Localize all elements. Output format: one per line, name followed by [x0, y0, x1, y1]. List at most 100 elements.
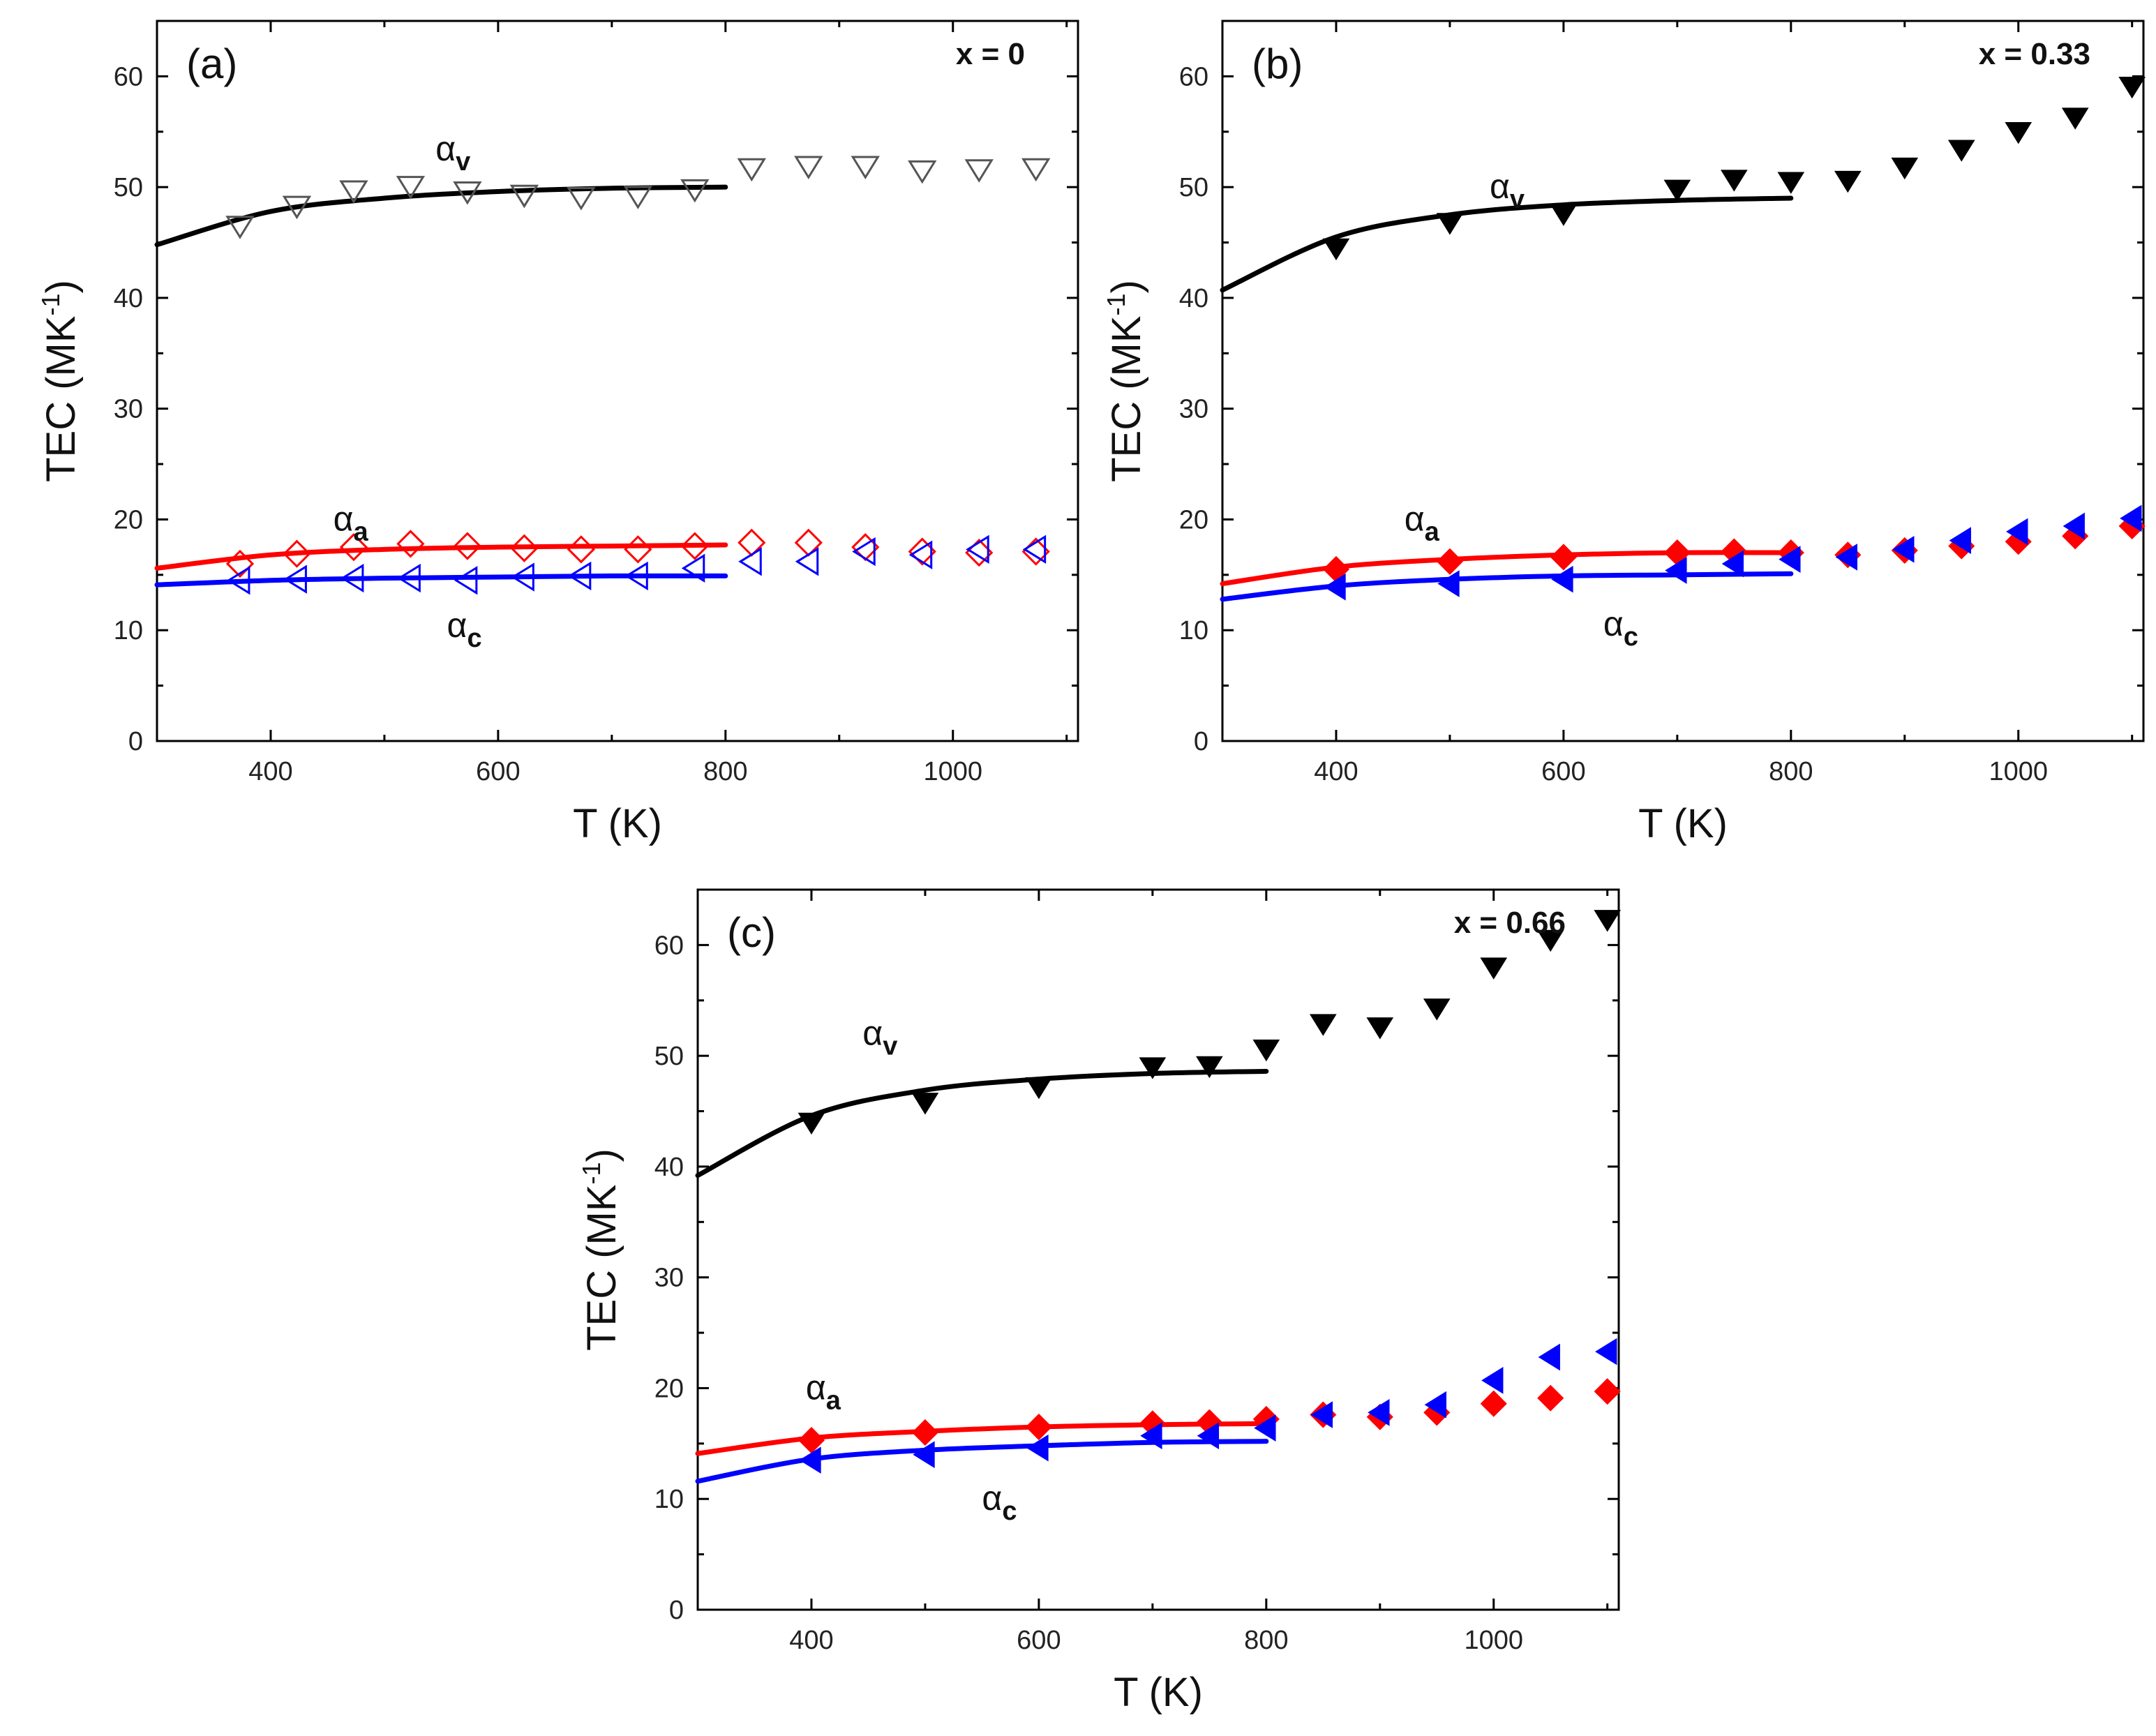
y-axis-title-superscript: -1 [577, 1162, 606, 1184]
series-label-symbol: α [806, 1368, 826, 1407]
fit-curve-c [695, 1439, 1269, 1484]
data-point-c [966, 534, 989, 564]
series-label-v: αv [435, 129, 470, 177]
data-point-a [1594, 1378, 1621, 1405]
data-point-v [1947, 140, 1975, 162]
data-point-c [397, 563, 421, 593]
series-label-subscript: a [826, 1386, 841, 1415]
y-axis-title-main: TEC (MK [38, 315, 84, 482]
data-point-c [1140, 1422, 1162, 1450]
y-tick-label: 20 [1179, 505, 1208, 534]
panel-b: 400 600 800 1000 0 10 20 30 40 50 60 T (K) TEC (MK-1… [1102, 20, 2146, 846]
data-point-c [2120, 504, 2142, 532]
data-point-c [1949, 527, 1971, 554]
data-point-v [911, 1093, 939, 1115]
data-point-c [1779, 546, 1801, 573]
data-point-c [511, 562, 534, 592]
data-point-v [1720, 170, 1748, 192]
y-tick-label: 50 [1179, 173, 1208, 202]
data-point-c [2006, 518, 2028, 546]
data-point-c [1026, 1434, 1049, 1462]
x-tick-label: 400 [789, 1626, 833, 1655]
data-point-c [852, 537, 876, 567]
data-point-a [1025, 1413, 1052, 1441]
data-point-a [225, 549, 255, 578]
y-tick-label: 0 [128, 727, 143, 756]
data-point-c [567, 561, 592, 591]
data-point-c [1551, 565, 1573, 593]
series-label-symbol: α [862, 1013, 883, 1052]
data-point-v [737, 158, 766, 182]
data-point-a [283, 539, 311, 568]
data-point-v [1663, 179, 1691, 202]
data-point-a [624, 535, 652, 564]
data-point-v [1139, 1057, 1167, 1079]
series-label-subscript: v [883, 1031, 897, 1061]
y-axis-title: TEC (MK-1) [36, 280, 84, 482]
data-point-v [1891, 157, 1919, 180]
y-tick-label: 10 [1179, 616, 1208, 645]
data-point-c [283, 564, 307, 594]
data-point-v [851, 156, 880, 180]
y-axis-title-main: TEC (MK [579, 1184, 624, 1351]
y-tick-label: 50 [114, 173, 143, 202]
data-point-v [1594, 910, 1622, 932]
series-label-subscript: v [456, 147, 470, 177]
series-label-subscript: a [353, 517, 368, 546]
y-axis-title-superscript: -1 [1102, 293, 1130, 315]
data-point-a [510, 534, 539, 562]
data-point-c [1437, 570, 1460, 597]
panel-a: 400 600 800 1000 0 10 20 30 40 50 60 T (K) TEC (MK-1… [36, 20, 1079, 846]
data-point-c [1324, 573, 1346, 601]
data-point-c [340, 563, 364, 593]
panel-label: (b) [1252, 40, 1303, 87]
data-point-v [2118, 76, 2146, 99]
data-point-a [680, 532, 709, 560]
y-tick-label: 60 [654, 931, 684, 960]
y-tick-label: 10 [654, 1485, 684, 1514]
series-label-symbol: α [982, 1479, 1002, 1518]
data-point-v [1366, 1017, 1394, 1040]
series-label-symbol: α [435, 129, 456, 168]
y-tick-label: 30 [114, 395, 143, 424]
data-point-c [799, 1446, 821, 1474]
y-axis-title: TEC (MK-1) [1102, 280, 1149, 482]
y-axis-title-close: ) [579, 1148, 624, 1162]
data-point-v [1309, 1014, 1337, 1036]
data-point-v [908, 160, 937, 184]
data-point-c [226, 566, 250, 595]
data-point-v [798, 1112, 825, 1135]
data-point-v [1025, 1077, 1053, 1100]
data-point-v [1423, 998, 1451, 1021]
fit-curve-c [1220, 571, 1794, 602]
data-point-c [2063, 512, 2085, 540]
data-point-v [1252, 1039, 1280, 1062]
x-tick-label: 800 [1244, 1626, 1288, 1655]
data-point-v [1436, 213, 1464, 235]
composition-annotation: x = 0.66 [1454, 906, 1566, 940]
data-point-v [567, 186, 596, 211]
y-tick-label: 0 [1194, 727, 1208, 756]
data-point-v [2061, 107, 2089, 130]
data-point-c [738, 547, 762, 576]
x-tick-label: 600 [1541, 757, 1585, 786]
panel-c: 400 600 800 1000 0 10 20 30 40 50 60 T (K) TEC (MK-1… [577, 888, 1622, 1715]
y-tick-label: 40 [654, 1153, 684, 1182]
data-point-v [1480, 957, 1508, 980]
y-axis-title: TEC (MK-1) [577, 1148, 624, 1351]
data-point-a [1537, 1384, 1564, 1412]
data-point-c [1665, 557, 1687, 584]
x-tick-label: 600 [1017, 1626, 1061, 1655]
x-tick-label: 400 [248, 757, 292, 786]
y-tick-label: 60 [114, 62, 143, 91]
data-point-v [339, 180, 368, 204]
data-point-v [680, 179, 710, 203]
data-point-v [282, 195, 312, 220]
series-label-symbol: α [1603, 604, 1624, 643]
data-point-c [681, 553, 705, 583]
y-tick-label: 60 [1179, 62, 1208, 91]
x-tick-label: 800 [1769, 757, 1813, 786]
data-point-c [913, 1441, 935, 1469]
series-label-c: αc [982, 1479, 1017, 1526]
